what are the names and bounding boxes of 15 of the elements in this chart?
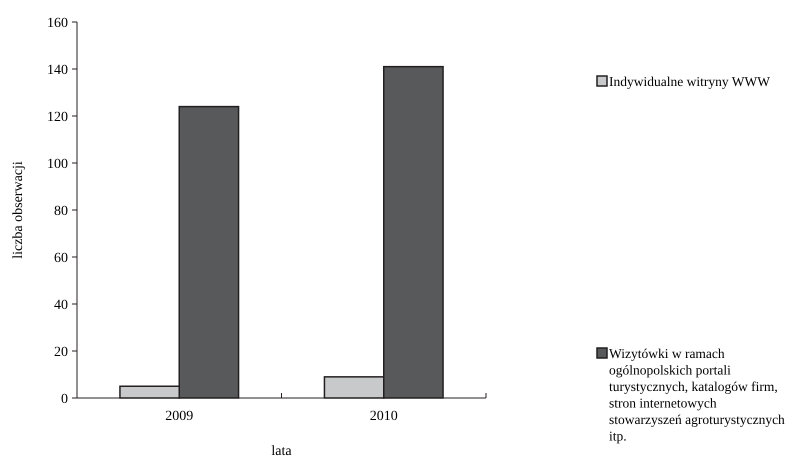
legend-label: Indywidualne witryny WWW (609, 74, 770, 89)
y-axis-title: liczba obserwacji (11, 161, 26, 259)
x-tick-label: 2010 (370, 409, 398, 424)
y-tick-label: 0 (61, 392, 68, 407)
y-tick-label: 40 (54, 298, 68, 313)
y-tick-label: 160 (47, 16, 68, 31)
x-axis-title: lata (271, 444, 292, 459)
y-tick-label: 100 (47, 156, 68, 172)
y-tick-label: 120 (47, 110, 68, 125)
y-tick-label: 60 (54, 250, 68, 266)
y-tick-label: 80 (54, 204, 68, 219)
y-tick-label: 140 (47, 62, 68, 78)
x-tick-label: 2009 (165, 409, 194, 424)
y-tick-label: 20 (54, 344, 68, 360)
legend-label: Wizytówki w ramach ogólnopolskich portali turystycznych, katalogów firm, stron internetowych stowarzyszeń agroturystycznych itp. (609, 346, 786, 444)
